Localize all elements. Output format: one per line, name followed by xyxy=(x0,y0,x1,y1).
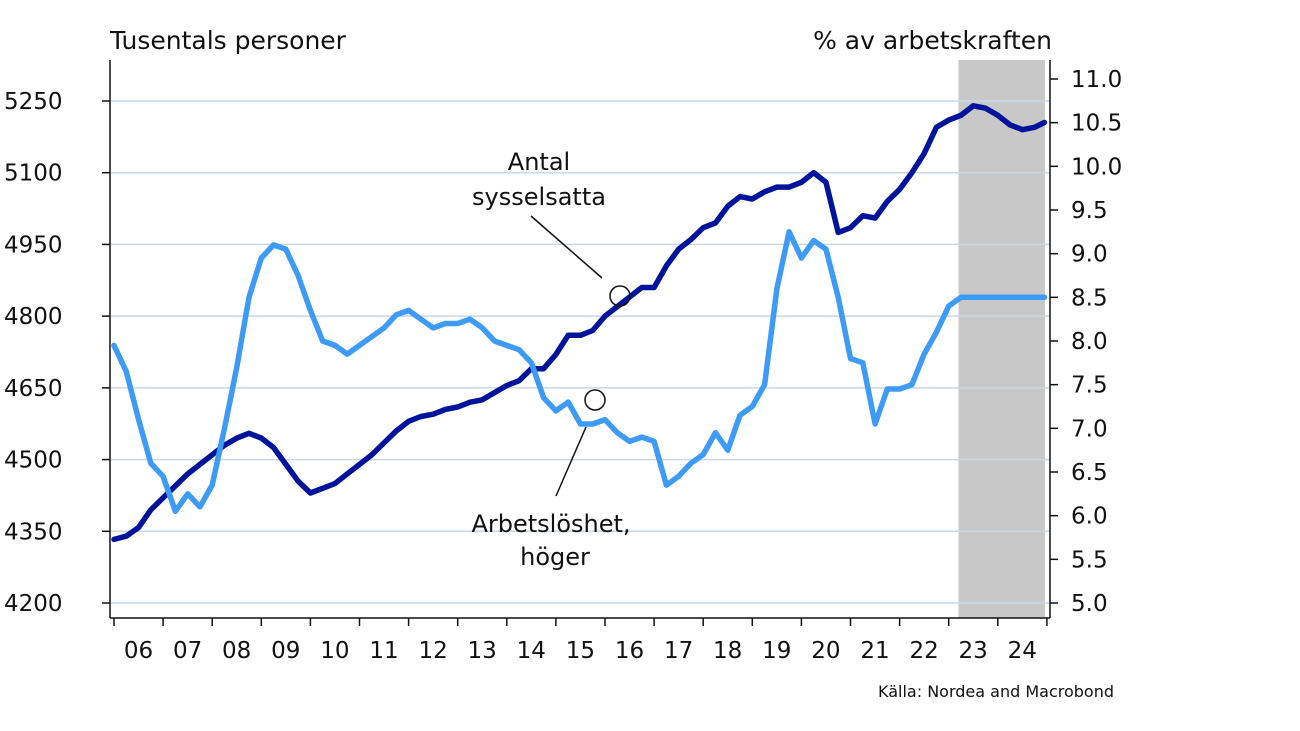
right-tick-label: 5.5 xyxy=(1071,547,1108,573)
right-tick-label: 10.0 xyxy=(1071,154,1122,180)
left-tick-label: 4200 xyxy=(4,591,63,617)
series xyxy=(111,103,1048,543)
right-axis-ticks: 5.0 5.5 6.0 6.5 7.0 7.5 8.0 8.5 9.0 9.5 10.0 10.5 11… xyxy=(1050,67,1122,617)
right-tick-label: 7.0 xyxy=(1071,416,1108,442)
series-line-unemployment xyxy=(111,229,1048,515)
x-tick-label: 10 xyxy=(320,638,349,664)
annotation-unemployment-line1: Arbetslöshet, xyxy=(471,510,630,538)
right-tick-label: 7.5 xyxy=(1071,373,1108,399)
right-tick-label: 8.0 xyxy=(1071,329,1108,355)
x-tick-label: 19 xyxy=(762,638,791,664)
left-tick-label: 4950 xyxy=(4,232,63,258)
forecast-shaded-region xyxy=(958,60,1045,618)
x-tick-label: 11 xyxy=(369,638,398,664)
right-tick-label: 10.5 xyxy=(1071,111,1122,137)
source-note: Källa: Nordea and Macrobond xyxy=(878,682,1114,701)
right-axis-title: % av arbetskraften xyxy=(813,26,1052,55)
right-tick-label: 9.5 xyxy=(1071,198,1108,224)
left-tick-label: 4350 xyxy=(4,519,63,545)
right-tick-label: 9.0 xyxy=(1071,242,1108,268)
right-tick-label: 8.5 xyxy=(1071,285,1108,311)
right-tick-label: 6.0 xyxy=(1071,504,1108,530)
annotation-employment-marker xyxy=(609,285,631,307)
annotation-unemployment-marker xyxy=(584,389,606,411)
x-tick-label: 20 xyxy=(811,638,840,664)
left-tick-label: 5100 xyxy=(4,161,63,187)
left-tick-label: 5250 xyxy=(4,89,63,115)
annotation-employment-line1: Antal xyxy=(508,148,570,176)
x-tick-label: 12 xyxy=(418,638,447,664)
x-tick-label: 09 xyxy=(271,638,300,664)
annotation-unemployment-line2: höger xyxy=(520,543,590,571)
x-tick-label: 08 xyxy=(222,638,251,664)
annotation-employment-leader xyxy=(530,215,603,279)
left-tick-label: 4650 xyxy=(4,376,63,402)
series-line-employment xyxy=(111,103,1048,543)
x-tick-label: 13 xyxy=(468,638,497,664)
x-tick-label: 18 xyxy=(713,638,742,664)
axes xyxy=(109,60,1051,619)
x-tick-label: 21 xyxy=(860,638,889,664)
left-axis-ticks: 4200 4350 4500 4650 4800 4950 5100 5250 xyxy=(4,89,110,617)
left-tick-label: 4500 xyxy=(4,448,63,474)
x-tick-label: 14 xyxy=(517,638,546,664)
x-axis-ticks: 06 07 08 09 10 11 12 13 14 15 16 17 18 19 20 21 22 23 24 xyxy=(113,618,1048,664)
right-tick-label: 6.5 xyxy=(1071,460,1108,486)
left-tick-label: 4800 xyxy=(4,304,63,330)
shaded-rect xyxy=(958,60,1045,618)
gridlines xyxy=(110,100,1050,604)
x-tick-label: 07 xyxy=(173,638,202,664)
x-tick-label: 22 xyxy=(909,638,938,664)
x-tick-label: 24 xyxy=(1008,638,1037,664)
annotations: Antal sysselsatta Arbetslöshet, höger xyxy=(471,148,631,571)
x-tick-label: 16 xyxy=(615,638,644,664)
x-tick-label: 17 xyxy=(664,638,693,664)
x-tick-label: 06 xyxy=(124,638,153,664)
x-tick-label: 23 xyxy=(959,638,988,664)
right-tick-label: 5.0 xyxy=(1071,591,1108,617)
right-tick-label: 11.0 xyxy=(1071,67,1122,93)
annotation-unemployment-leader xyxy=(555,426,587,497)
annotation-employment-line2: sysselsatta xyxy=(472,183,606,211)
x-tick-label: 15 xyxy=(566,638,595,664)
left-axis-title: Tusentals personer xyxy=(110,26,346,55)
